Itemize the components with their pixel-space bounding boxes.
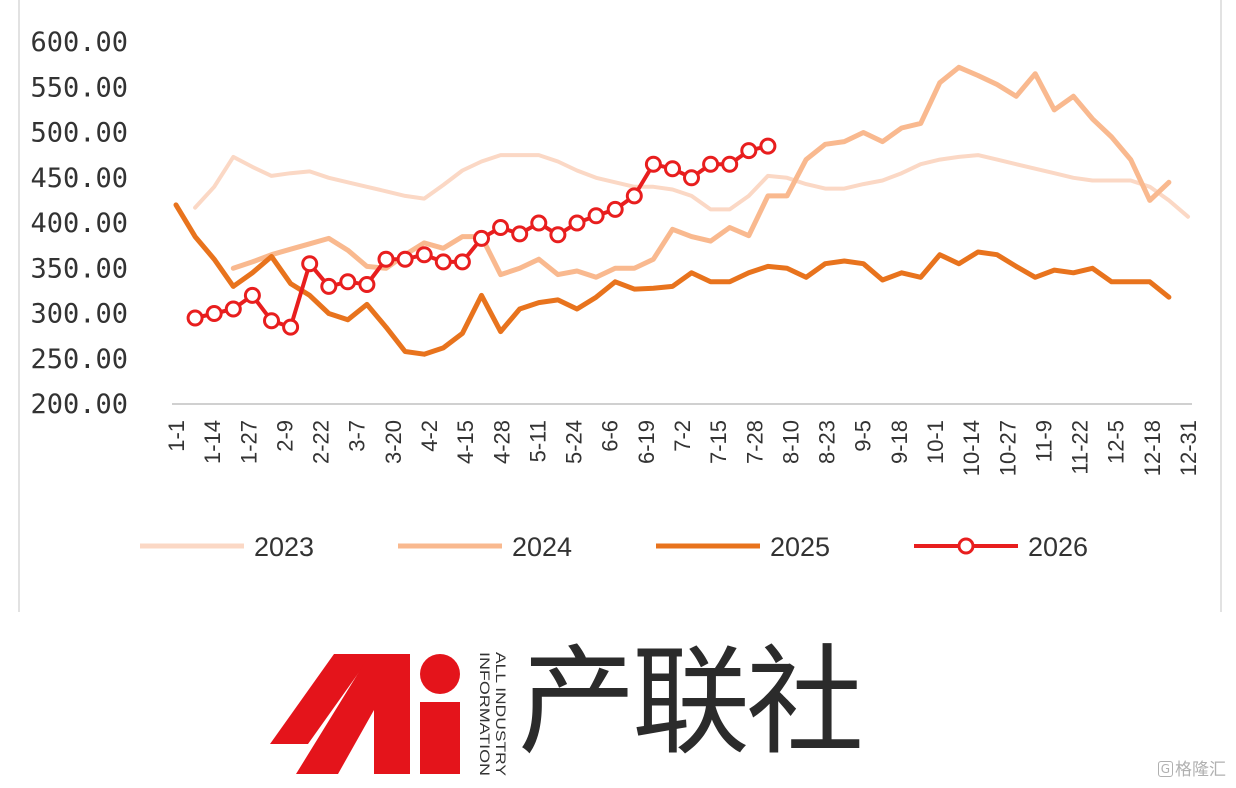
chart-area: 600.00 550.00 500.00 450.00 400.00 350.00 300.… [18,0,1222,612]
brand-name-en: ALL INDUSTRY INFORMATION [477,652,506,777]
watermark: G 格隆汇 [1157,755,1226,780]
data-point-2026 [301,255,319,273]
x-tick-label: 11-9 [1031,420,1056,462]
legend-label-2026: 2026 [1028,532,1088,562]
data-point-2026 [683,169,700,187]
x-tick-label: 11-22 [1068,420,1093,475]
brand-name-en-line1: ALL INDUSTRY [493,652,506,777]
data-point-2026 [740,142,758,160]
data-point-2026 [606,200,624,218]
legend-label-2025: 2025 [770,532,830,562]
data-point-2026 [205,305,223,322]
logo-slash-shape [270,654,372,744]
x-tick-label: 12-5 [1104,420,1129,464]
series-2025 [173,202,1172,357]
data-point-2026 [358,276,376,293]
data-point-2026 [644,155,662,173]
y-tick-label: 450.00 [30,163,128,194]
axes-group: 600.00 550.00 500.00 450.00 400.00 350.00 300.… [30,27,1201,476]
brand-name-cn: 产联社 [518,633,864,771]
x-tick-label: 2-9 [272,420,297,452]
x-tick-label: 10-14 [959,420,984,476]
data-point-2026 [664,160,681,178]
x-tick-label: 9-18 [887,420,912,464]
y-tick-label: 350.00 [30,253,128,284]
data-point-2026 [587,207,605,225]
x-tick-label: 7-28 [742,420,767,464]
x-tick-label: 1-14 [200,420,225,464]
data-point-2026 [511,225,529,243]
data-point-2026 [625,187,643,205]
x-tick-label: 9-5 [851,420,876,452]
x-tick-label: 3-20 [381,420,406,464]
data-point-2026 [339,273,357,291]
series-2026 [186,137,777,336]
x-tick-label: 1-1 [164,420,189,452]
x-tick-label: 2-22 [309,420,334,464]
data-point-2026 [453,253,471,271]
x-tick-label: 10-27 [995,420,1020,476]
series-group [173,64,1190,357]
y-tick-label: 250.00 [30,344,128,375]
data-point-2026 [721,155,739,173]
watermark-text: 格隆汇 [1175,760,1226,780]
data-point-2026 [415,246,433,264]
data-point-2026 [320,277,338,295]
series-line-2023 [193,153,1190,219]
brand-name-en-line2: INFORMATION [477,652,493,776]
data-point-2026 [568,214,586,232]
data-point-2026 [702,155,720,173]
x-tick-label: 5-24 [562,420,587,464]
x-tick-label: 12-31 [1176,420,1201,476]
x-tick-label: 8-23 [815,420,840,464]
legend-label-2023: 2023 [254,532,314,562]
y-tick-label: 400.00 [30,208,128,239]
data-point-2026 [396,250,414,268]
logo-area: ALL INDUSTRY INFORMATION 产联社 G 格隆汇 [0,612,1236,788]
x-tick-label: 12-18 [1140,420,1165,476]
line-chart: 600.00 550.00 500.00 450.00 400.00 350.00 300.… [18,0,1222,612]
data-point-2026 [263,312,280,330]
data-point-2026 [243,286,261,304]
ai-logo-mark [270,654,460,774]
x-tick-label: 4-2 [417,420,442,452]
x-tick-label: 5-11 [525,420,550,462]
x-tick-label: 3-7 [345,420,370,452]
logo-i-stem [420,702,460,774]
data-point-2026 [530,214,548,232]
x-tick-label: 6-19 [634,420,659,464]
x-tick-label: 7-15 [706,420,731,464]
series-line-2025 [173,202,1172,357]
data-point-2026 [282,318,300,336]
y-tick-label: 600.00 [30,27,128,58]
x-tick-label: 6-6 [598,420,623,452]
x-tick-label: 1-27 [236,420,261,464]
legend: 2023 2024 2025 2026 [140,532,1088,562]
x-tick-label: 8-10 [778,420,803,464]
x-tick-label: 4-28 [489,420,514,464]
y-tick-label: 550.00 [30,72,128,103]
y-tick-label: 300.00 [30,299,128,330]
x-tick-label: 4-15 [453,420,478,464]
logo-a-stroke [296,654,410,774]
data-point-2026 [549,226,567,244]
x-tick-label: 10-1 [923,420,948,464]
data-point-2026 [473,229,490,247]
data-point-2026 [759,137,777,155]
legend-label-2024: 2024 [512,532,572,562]
data-point-2026 [377,250,395,268]
watermark-g-icon: G [1157,761,1173,777]
x-tick-label: 7-2 [670,420,695,452]
y-tick-label: 200.00 [30,389,128,420]
data-point-2026 [434,253,452,271]
y-tick-label: 500.00 [30,118,128,149]
series-2023 [193,153,1190,219]
logo-i-dot [420,654,460,694]
data-point-2026 [492,219,510,236]
data-point-2026 [186,309,204,327]
data-point-2026 [224,300,242,318]
legend-marker-2026 [957,537,975,555]
